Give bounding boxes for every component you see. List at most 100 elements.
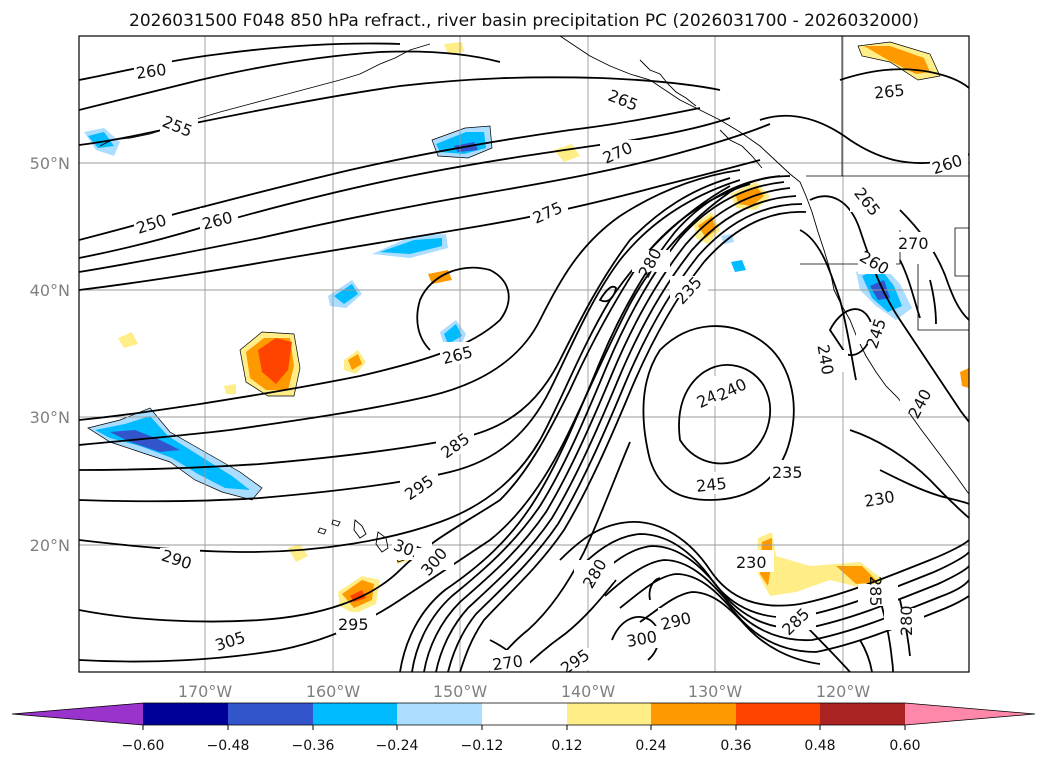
contour-line [678, 364, 772, 465]
precip-outline [239, 331, 301, 397]
contour-line [399, 175, 781, 672]
precip-patch [334, 284, 358, 304]
precip-patch [836, 566, 878, 584]
colorbar-tick-label: 0.24 [635, 738, 666, 754]
contour-label: 295 [338, 615, 369, 634]
contour-line [611, 616, 660, 661]
contour-line [79, 179, 741, 503]
colorbar-segment [482, 703, 567, 725]
longitude-label: 150°W [433, 682, 488, 701]
island [317, 527, 327, 535]
precip-patch [444, 42, 464, 54]
colorbar-segment [228, 703, 313, 725]
contour-label: 270 [491, 651, 524, 674]
contour-label: 230 [736, 553, 767, 572]
contour-line [849, 429, 969, 519]
contour-line [79, 123, 771, 273]
precip-negative-patches [84, 126, 912, 500]
contour-label: 260 [135, 60, 168, 83]
longitude-axis-labels: 170°W 160°W 150°W 140°W 130°W 120°W [178, 682, 871, 701]
precip-patch [731, 260, 746, 272]
coastlines [99, 36, 969, 495]
longitude-label: 140°W [561, 682, 616, 701]
colorbar-tick-label: 0.36 [720, 738, 751, 754]
contour-line [839, 68, 969, 89]
north-america-coastline [559, 36, 969, 495]
contour-line [79, 169, 741, 446]
map-plot-area: 260 255 250 260 265 270 275 280 235 265 … [79, 36, 969, 674]
contour-line [574, 533, 969, 619]
contour-line [435, 195, 797, 672]
colorbar-tick-label: 0.60 [889, 738, 920, 754]
precip-outline [431, 125, 493, 159]
colorbar: −0.60 −0.48 −0.36 −0.24 −0.12 0.12 0.24 … [11, 702, 1036, 754]
contour-line [619, 573, 969, 653]
contour-label: 265 [873, 81, 905, 103]
contour-line [447, 203, 803, 672]
colorbar-segment [736, 703, 820, 725]
contour-line [423, 187, 791, 672]
colorbar-segment [567, 703, 651, 725]
colorbar-tick-label: −0.12 [461, 738, 504, 754]
colorbar-segment [313, 703, 397, 725]
contour-line [598, 285, 617, 303]
precip-positive-patches [118, 42, 969, 614]
latitude-label: 30°N [30, 408, 70, 427]
colorbar-tick-label: −0.60 [122, 738, 165, 754]
precip-patch [444, 324, 462, 344]
colorbar-segment [12, 703, 143, 725]
contour-line [79, 175, 791, 663]
latitude-label: 20°N [30, 536, 70, 555]
precip-patch [350, 590, 366, 602]
colorbar-segment [820, 703, 905, 725]
contour-label: 245 [695, 474, 727, 496]
precip-patch [960, 368, 969, 388]
colorbar-tick-label: 0.12 [551, 738, 582, 754]
contour-line [559, 521, 969, 607]
colorbar-tick-label: −0.48 [207, 738, 250, 754]
colorbar-segment [397, 703, 482, 725]
precip-patch [288, 544, 308, 562]
precip-patch [118, 332, 138, 348]
precip-patch [88, 132, 114, 148]
alaska-panhandle-coast [639, 59, 697, 107]
latitude-axis-labels: 50°N 40°N 30°N 20°N [30, 154, 70, 555]
contour-line [639, 591, 821, 665]
islands [317, 519, 405, 563]
colorbar-segment [143, 703, 228, 725]
colorbar-segment [905, 703, 1035, 725]
contour-line [929, 279, 937, 325]
map-frame [78, 35, 970, 673]
contour-line [79, 185, 731, 553]
island [331, 519, 341, 527]
precip-patch [380, 238, 442, 254]
precip-outline [857, 41, 941, 81]
precip-outline [87, 407, 263, 501]
contour-line [79, 159, 761, 291]
contour-line [604, 559, 969, 641]
contour-line [859, 639, 873, 672]
colorbar-tick-label: −0.24 [376, 738, 419, 754]
contour-line [79, 50, 501, 111]
contour-line [828, 308, 873, 356]
precip-outlines [87, 41, 941, 501]
island [353, 519, 367, 539]
contour-line [589, 545, 969, 630]
contour-line [519, 579, 617, 672]
aleutian-coastline [99, 43, 431, 147]
latitude-label: 40°N [30, 281, 70, 300]
precip-patch [224, 384, 236, 394]
bc-coast [719, 129, 763, 169]
state-border [917, 264, 969, 331]
colorbar-segment [651, 703, 736, 725]
island [375, 531, 389, 553]
contour-line [648, 577, 661, 601]
contour-line [799, 229, 857, 381]
contour-line [79, 42, 401, 81]
contour-line [411, 181, 785, 672]
precip-patch [348, 354, 362, 370]
contour-label: 235 [772, 463, 803, 482]
state-border [954, 227, 969, 277]
contour-line [899, 259, 921, 319]
